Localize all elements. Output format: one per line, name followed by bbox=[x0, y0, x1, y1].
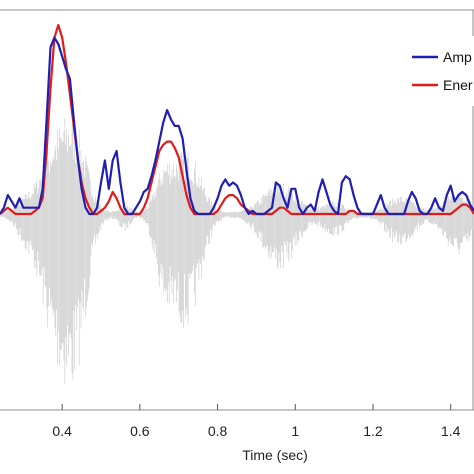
series-layer bbox=[0, 24, 474, 216]
x-tick-label: 1 bbox=[291, 423, 299, 439]
legend-box bbox=[402, 36, 474, 106]
x-axis-title: Time (sec) bbox=[242, 447, 308, 463]
legend-label-energy: Ener bbox=[443, 77, 473, 93]
x-tick-label: 1.4 bbox=[441, 423, 461, 439]
x-tick-label: 0.8 bbox=[208, 423, 228, 439]
x-tick-label: 0.4 bbox=[52, 423, 72, 439]
legend-label-amplitude: Amp bbox=[443, 49, 472, 65]
x-ticks-layer: 0.4 0.6 0.8 1 1.2 1.4 bbox=[52, 404, 461, 439]
x-tick-label: 0.6 bbox=[130, 423, 150, 439]
series-line-amplitude bbox=[0, 36, 474, 216]
x-tick-label: 1.2 bbox=[363, 423, 383, 439]
legend: Amp Ener bbox=[402, 36, 474, 106]
